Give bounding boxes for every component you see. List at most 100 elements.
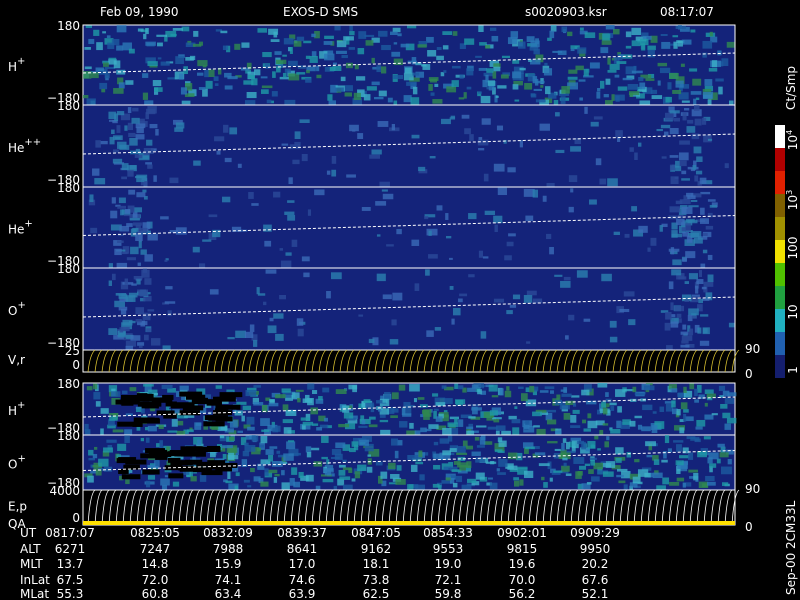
texture: [282, 419, 293, 424]
panel-label: O+: [8, 454, 26, 472]
texture: [236, 401, 247, 405]
sweep: [402, 489, 411, 526]
attitude-trace: [82, 450, 736, 471]
texture: [478, 250, 483, 258]
gap: [208, 464, 222, 470]
texture: [111, 129, 115, 135]
texture: [208, 214, 218, 218]
texture: [334, 25, 341, 31]
texture: [185, 83, 193, 91]
sweep: [696, 489, 705, 526]
texture: [651, 95, 663, 99]
texture: [115, 292, 127, 296]
texture: [525, 446, 535, 450]
texture: [407, 484, 414, 492]
texture: [599, 178, 607, 185]
texture: [258, 477, 264, 484]
texture: [571, 445, 576, 453]
texture: [125, 295, 136, 302]
texture: [356, 76, 366, 81]
texture: [683, 108, 690, 111]
texture: [440, 118, 451, 125]
texture: [540, 85, 544, 88]
texture: [344, 85, 353, 92]
texture: [311, 33, 316, 38]
texture: [617, 406, 622, 413]
texture: [457, 456, 466, 461]
texture: [118, 294, 128, 299]
texture: [98, 458, 109, 467]
sweep: [591, 349, 600, 373]
texture: [565, 400, 576, 406]
texture: [414, 430, 421, 436]
sweep: [241, 349, 250, 373]
texture: [90, 227, 98, 234]
texture: [283, 453, 294, 461]
texture: [102, 60, 110, 64]
texture: [711, 413, 718, 416]
texture: [290, 452, 301, 456]
sweep: [248, 489, 257, 526]
texture: [604, 441, 610, 448]
gap: [180, 446, 202, 452]
texture: [599, 80, 605, 89]
texture: [634, 459, 640, 463]
texture: [691, 315, 697, 319]
texture: [175, 227, 187, 235]
texture: [556, 394, 561, 402]
texture: [251, 78, 258, 86]
texture: [682, 112, 687, 121]
table-cell: 72.1: [435, 573, 462, 587]
texture: [632, 386, 637, 393]
texture: [648, 443, 653, 451]
texture: [586, 482, 592, 485]
texture: [257, 448, 261, 452]
texture: [695, 170, 703, 175]
gap: [157, 397, 173, 403]
sweep: [605, 489, 614, 526]
texture: [145, 480, 151, 488]
texture: [601, 40, 612, 45]
table-cell: 56.2: [509, 587, 536, 600]
sweep: [143, 349, 152, 373]
texture: [439, 438, 450, 444]
texture: [376, 234, 381, 237]
sweep: [549, 489, 558, 526]
texture: [380, 66, 387, 74]
texture: [688, 328, 694, 336]
texture: [380, 471, 388, 479]
texture: [560, 280, 571, 288]
sweep: [157, 349, 166, 373]
texture: [281, 482, 290, 491]
texture: [357, 133, 364, 140]
sweep: [290, 349, 299, 373]
sweep: [675, 489, 684, 526]
texture: [709, 204, 717, 208]
texture: [690, 91, 702, 95]
sweep: [570, 349, 579, 373]
texture: [118, 82, 125, 89]
texture: [259, 444, 264, 448]
texture: [442, 427, 452, 435]
texture: [665, 96, 672, 103]
sweep: [535, 489, 544, 526]
texture: [274, 51, 282, 55]
texture: [142, 312, 151, 321]
texture: [114, 113, 119, 122]
texture: [149, 123, 158, 129]
texture: [411, 134, 420, 139]
texture: [319, 51, 328, 59]
texture: [301, 256, 310, 262]
texture: [361, 207, 371, 211]
texture: [570, 437, 582, 442]
sweep: [255, 349, 264, 373]
texture: [420, 414, 424, 418]
texture: [727, 458, 732, 465]
texture: [424, 215, 429, 220]
texture: [535, 54, 544, 63]
sweep: [290, 489, 299, 526]
texture: [324, 66, 335, 72]
texture: [193, 160, 201, 166]
texture: [394, 450, 399, 459]
texture: [181, 26, 190, 32]
